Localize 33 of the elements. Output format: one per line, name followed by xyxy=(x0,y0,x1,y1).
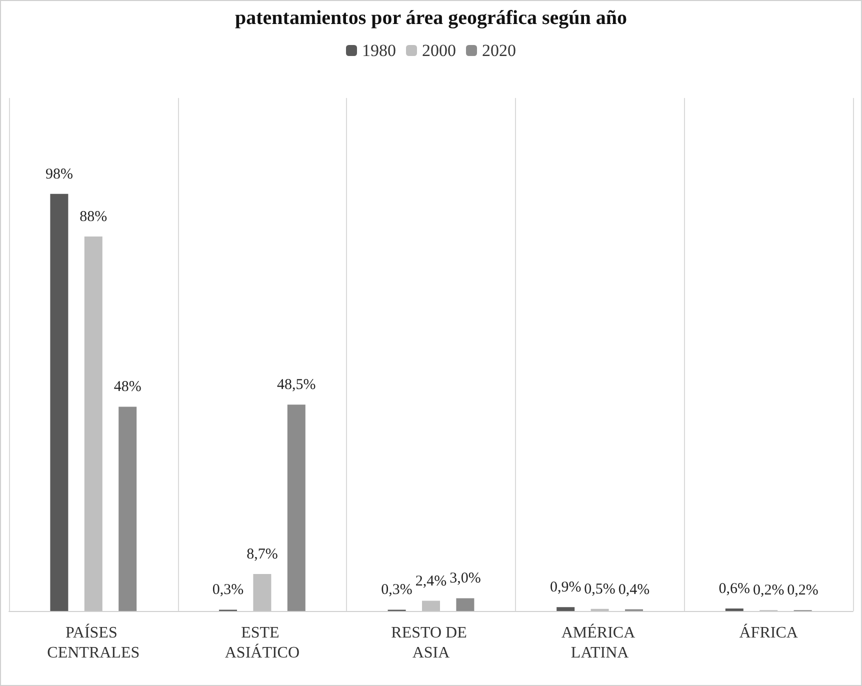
data-label: 3,0% xyxy=(450,570,481,587)
bar xyxy=(50,194,68,611)
bar xyxy=(422,600,440,611)
x-tick-label: ESTE ASIÁTICO xyxy=(224,624,300,662)
x-tick-label: RESTO DE ASIA xyxy=(391,624,471,662)
legend-label: 2020 xyxy=(482,41,516,60)
data-label: 48,5% xyxy=(277,377,316,394)
bar xyxy=(456,598,474,611)
bar xyxy=(84,236,102,611)
legend-label: 1980 xyxy=(362,41,396,60)
data-label: 0,5% xyxy=(584,581,616,598)
bar xyxy=(287,404,306,611)
data-label: 48% xyxy=(114,379,142,396)
data-label: 0,6% xyxy=(718,580,750,597)
bar xyxy=(725,608,744,611)
x-tick-label: PAÍSES CENTRALES xyxy=(47,624,140,662)
bar xyxy=(556,607,575,611)
data-label: 2,4% xyxy=(415,573,447,590)
data-label: 0,9% xyxy=(550,580,582,596)
data-label: 0,3% xyxy=(212,582,244,598)
data-label: 88% xyxy=(80,208,108,225)
x-tick-label: ÁFRICA xyxy=(739,624,798,642)
data-label: 98% xyxy=(45,166,73,182)
data-label: 0,3% xyxy=(381,582,412,598)
data-label: 8,7% xyxy=(246,546,278,562)
chart-title: patentamientos por área geográfica según año xyxy=(234,7,628,29)
data-label: 0,2% xyxy=(752,582,784,599)
bar xyxy=(253,574,272,611)
data-label: 0,4% xyxy=(618,582,650,598)
data-label: 0,2% xyxy=(787,582,818,599)
x-tick-label: AMÉRICA LATINA xyxy=(561,624,638,662)
legend-label: 2000 xyxy=(422,41,456,60)
bar xyxy=(118,406,137,611)
